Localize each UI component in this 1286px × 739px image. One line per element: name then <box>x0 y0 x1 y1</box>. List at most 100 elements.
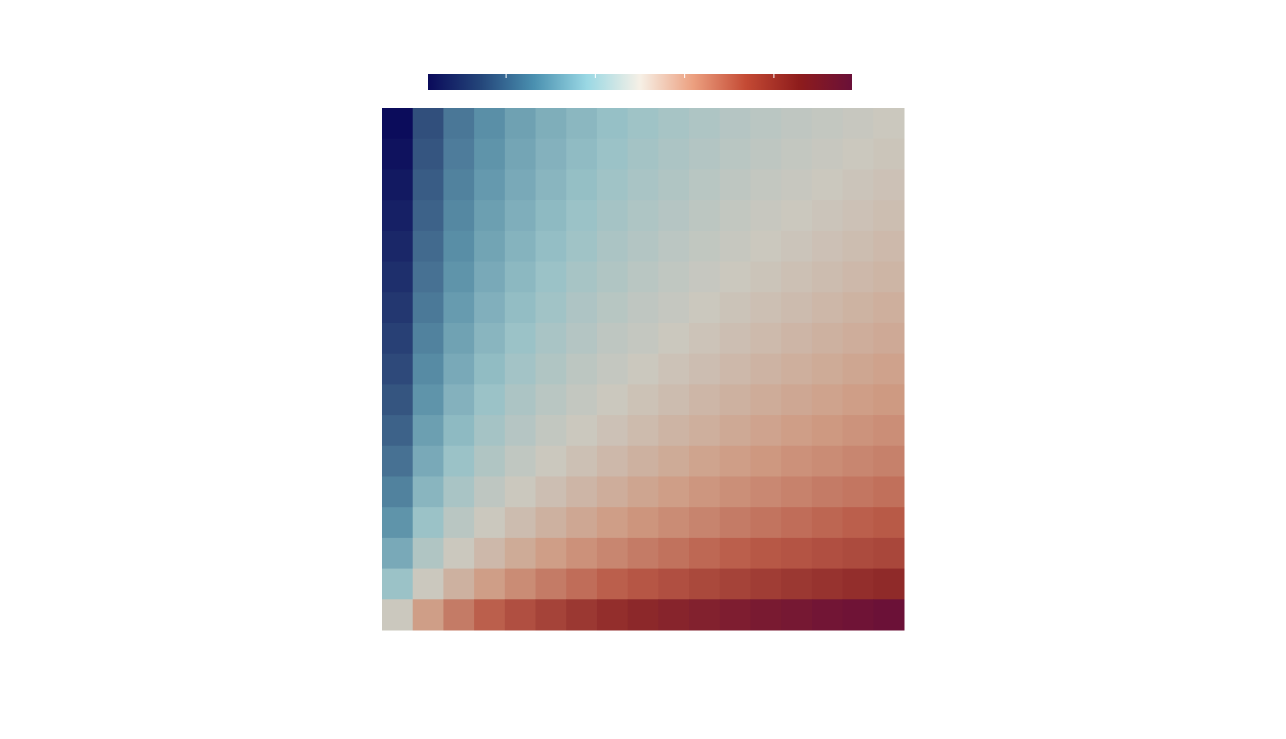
heatmap-cell <box>781 138 813 170</box>
heatmap-cell <box>412 384 444 416</box>
heatmap-cell <box>842 353 874 385</box>
heatmap-cell <box>658 292 690 324</box>
colorbar <box>428 74 852 90</box>
heatmap-cell <box>443 537 475 570</box>
heatmap-cell <box>781 108 813 140</box>
heatmap-cell <box>750 169 782 201</box>
heatmap-cell <box>842 322 874 355</box>
heatmap-cell <box>811 138 844 170</box>
heatmap-cell <box>873 384 905 416</box>
heatmap-cell <box>842 261 874 293</box>
heatmap-cell <box>382 200 414 232</box>
heatmap-cell <box>811 537 844 570</box>
heatmap-cell <box>873 415 905 447</box>
heatmap-cell <box>750 200 782 232</box>
heatmap-cell <box>627 537 659 570</box>
heatmap-cell <box>412 292 444 324</box>
heatmap-cell <box>781 353 813 385</box>
heatmap-cell <box>873 230 905 263</box>
heatmap-cell <box>627 445 659 477</box>
heatmap-cell <box>781 599 813 631</box>
heatmap-cell <box>382 384 414 416</box>
heatmap-cell <box>811 230 844 263</box>
heatmap-cell <box>873 507 905 539</box>
heatmap-cell <box>504 138 537 170</box>
heatmap-cell <box>474 507 506 539</box>
heatmap-cell <box>412 415 444 447</box>
heatmap-cell <box>596 415 629 447</box>
heatmap-cell <box>658 384 690 416</box>
heatmap-cell <box>627 568 659 600</box>
heatmap-cell <box>474 415 506 447</box>
heatmap-cell <box>781 384 813 416</box>
heatmap-cell <box>781 169 813 201</box>
heatmap-cell <box>750 537 782 570</box>
heatmap-cell <box>474 568 506 600</box>
heatmap-cell <box>658 537 690 570</box>
heatmap-cell <box>596 507 629 539</box>
heatmap-cell <box>504 169 537 201</box>
heatmap-cell <box>627 108 659 140</box>
heatmap-cell <box>811 200 844 232</box>
heatmap-cell <box>873 445 905 477</box>
heatmap-cell <box>566 537 598 570</box>
heatmap-cell <box>627 138 659 170</box>
heatmap-cell <box>412 568 444 600</box>
heatmap-cell <box>596 292 629 324</box>
heatmap-cell <box>504 230 537 263</box>
heatmap-cell <box>535 353 567 385</box>
heatmap-cell <box>382 415 414 447</box>
heatmap-cell <box>382 476 414 508</box>
heatmap-cell <box>535 200 567 232</box>
heatmap-cell <box>382 169 414 201</box>
heatmap-cell <box>627 292 659 324</box>
heatmap-cell <box>719 384 751 416</box>
heatmap-cell <box>689 108 721 140</box>
heatmap-cell <box>566 200 598 232</box>
heatmap-cell <box>750 415 782 447</box>
heatmap-cell <box>873 537 905 570</box>
heatmap-cell <box>689 292 721 324</box>
heatmap-cell <box>627 353 659 385</box>
heatmap-cell <box>474 292 506 324</box>
heatmap-cell <box>658 599 690 631</box>
heatmap-cell <box>781 230 813 263</box>
heatmap-cell <box>627 507 659 539</box>
heatmap-cell <box>873 568 905 600</box>
heatmap <box>382 108 905 631</box>
heatmap-cell <box>566 476 598 508</box>
heatmap-cell <box>750 230 782 263</box>
heatmap-cell <box>596 169 629 201</box>
heatmap-cell <box>750 476 782 508</box>
heatmap-cell <box>382 138 414 170</box>
heatmap-cell <box>504 599 537 631</box>
heatmap-cell <box>412 261 444 293</box>
heatmap-cell <box>596 138 629 170</box>
heatmap-cell <box>412 200 444 232</box>
heatmap-cell <box>474 353 506 385</box>
heatmap-cell <box>443 169 475 201</box>
heatmap-cell <box>474 445 506 477</box>
heatmap-cell <box>596 599 629 631</box>
heatmap-cell <box>412 445 444 477</box>
heatmap-cell <box>596 108 629 140</box>
heatmap-cell <box>535 568 567 600</box>
heatmap-cell <box>811 322 844 355</box>
heatmap-cell <box>566 415 598 447</box>
heatmap-cell <box>719 292 751 324</box>
heatmap-cell <box>627 415 659 447</box>
heatmap-cell <box>566 261 598 293</box>
heatmap-cell <box>504 200 537 232</box>
heatmap-cell <box>382 445 414 477</box>
heatmap-cell <box>412 230 444 263</box>
heatmap-cell <box>412 507 444 539</box>
heatmap-cell <box>842 384 874 416</box>
heatmap-cell <box>596 476 629 508</box>
heatmap-cell <box>535 445 567 477</box>
heatmap-cell <box>504 445 537 477</box>
heatmap-cell <box>658 230 690 263</box>
heatmap-cell <box>474 322 506 355</box>
heatmap-cell <box>504 415 537 447</box>
heatmap-cell <box>873 476 905 508</box>
